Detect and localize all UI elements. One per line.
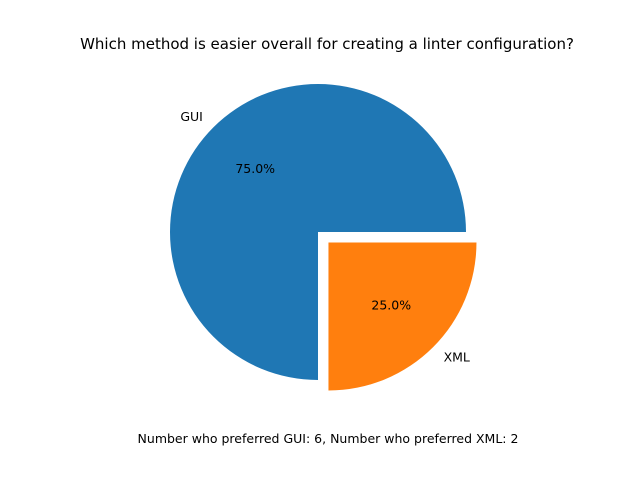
pie-slices bbox=[170, 84, 477, 391]
slice-label-gui: GUI bbox=[180, 109, 203, 124]
percent-label-gui: 75.0% bbox=[235, 161, 275, 176]
slice-label-xml: XML bbox=[444, 350, 470, 365]
chart-title: Which method is easier overall for creat… bbox=[80, 35, 574, 53]
pie-slice-gui bbox=[170, 84, 466, 380]
percent-label-xml: 25.0% bbox=[371, 297, 411, 312]
pie-slice-xml bbox=[328, 242, 477, 391]
pie-labels: GUI 75.0% XML 25.0% bbox=[180, 109, 470, 365]
chart-footnote: Number who preferred GUI: 6, Number who … bbox=[138, 431, 519, 446]
